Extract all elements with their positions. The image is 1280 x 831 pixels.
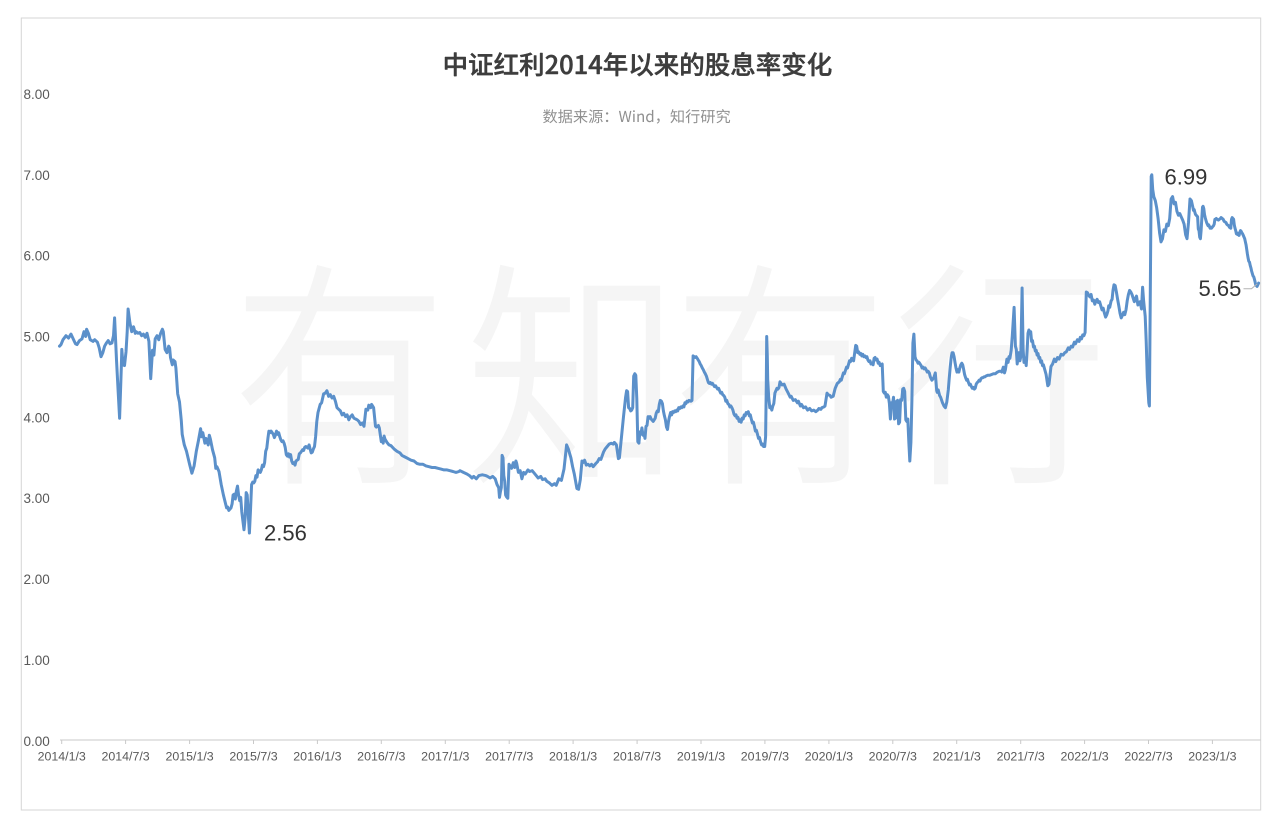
- svg-text:3.00: 3.00: [24, 491, 50, 506]
- svg-text:6.00: 6.00: [24, 249, 50, 264]
- svg-text:7.00: 7.00: [24, 168, 50, 183]
- svg-text:6.99: 6.99: [1165, 164, 1208, 189]
- svg-text:2021/7/3: 2021/7/3: [997, 750, 1045, 764]
- svg-text:2014/7/3: 2014/7/3: [101, 750, 149, 764]
- svg-text:2.00: 2.00: [24, 572, 50, 587]
- svg-text:2022/7/3: 2022/7/3: [1124, 750, 1172, 764]
- svg-text:5.00: 5.00: [24, 330, 50, 345]
- svg-text:2015/1/3: 2015/1/3: [165, 750, 213, 764]
- svg-text:2016/1/3: 2016/1/3: [293, 750, 341, 764]
- svg-text:2020/7/3: 2020/7/3: [869, 750, 917, 764]
- svg-text:2015/7/3: 2015/7/3: [229, 750, 277, 764]
- svg-text:2019/7/3: 2019/7/3: [741, 750, 789, 764]
- svg-text:2022/1/3: 2022/1/3: [1060, 750, 1108, 764]
- svg-text:2020/1/3: 2020/1/3: [805, 750, 853, 764]
- svg-text:2018/7/3: 2018/7/3: [613, 750, 661, 764]
- svg-text:4.00: 4.00: [24, 410, 50, 425]
- svg-text:2017/7/3: 2017/7/3: [485, 750, 533, 764]
- svg-text:2014/1/3: 2014/1/3: [38, 750, 86, 764]
- svg-text:2017/1/3: 2017/1/3: [421, 750, 469, 764]
- svg-text:2018/1/3: 2018/1/3: [549, 750, 597, 764]
- svg-text:2019/1/3: 2019/1/3: [677, 750, 725, 764]
- svg-text:2.56: 2.56: [264, 521, 307, 546]
- svg-text:0.00: 0.00: [24, 734, 50, 749]
- svg-text:2021/1/3: 2021/1/3: [933, 750, 981, 764]
- svg-text:2016/7/3: 2016/7/3: [357, 750, 405, 764]
- svg-text:1.00: 1.00: [24, 653, 50, 668]
- svg-text:5.65: 5.65: [1199, 276, 1242, 301]
- svg-text:2023/1/3: 2023/1/3: [1188, 750, 1236, 764]
- svg-text:8.00: 8.00: [24, 87, 50, 102]
